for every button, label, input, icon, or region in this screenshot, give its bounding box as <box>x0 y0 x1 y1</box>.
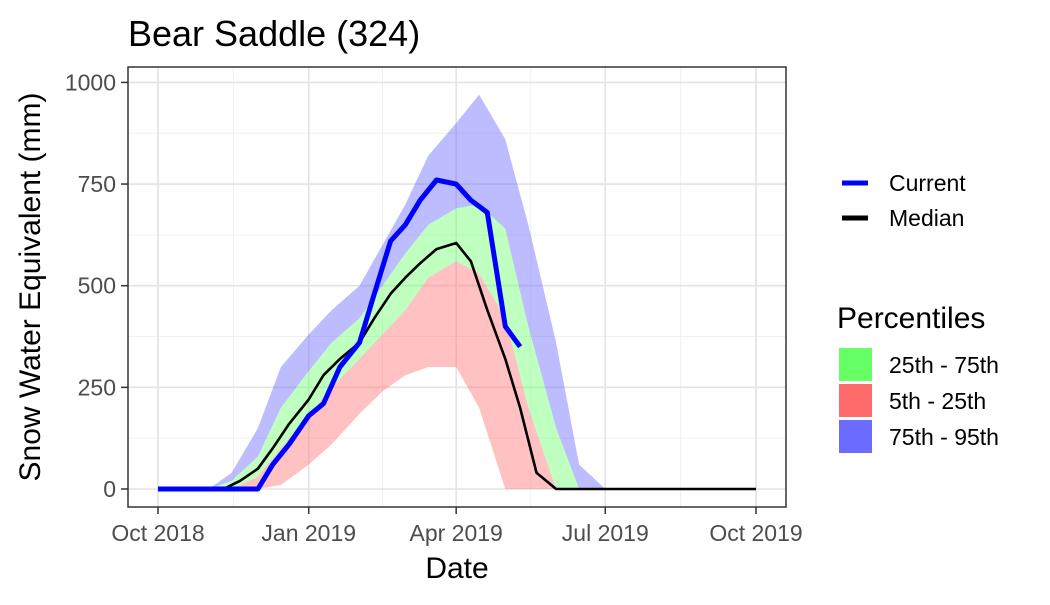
band-25th-75th <box>158 204 606 489</box>
legend-title-percentiles: Percentiles <box>837 302 985 335</box>
legend: Current Median Percentiles 25th - 75th 5th -… <box>837 170 999 453</box>
series-lines <box>158 177 756 492</box>
plot-border <box>127 66 787 508</box>
y-tick-label: 500 <box>78 273 116 299</box>
band-75th-95th <box>158 94 606 489</box>
y-tick-label: 250 <box>78 374 116 400</box>
legend-swatch-band <box>839 348 872 381</box>
percentile-bands <box>158 94 606 489</box>
series-line-median <box>158 241 756 491</box>
grid-lines <box>128 67 786 507</box>
band-5th-25th <box>158 261 606 489</box>
legend-label-band: 5th - 25th <box>889 388 986 414</box>
y-axis-label: Snow Water Equivalent (mm) <box>14 92 47 481</box>
x-tick-label: Oct 2018 <box>111 520 204 546</box>
plot-panel <box>128 67 786 507</box>
x-tick-label: Jul 2019 <box>562 520 649 546</box>
x-tick-label: Apr 2019 <box>410 520 503 546</box>
legend-label-band: 75th - 95th <box>889 424 999 450</box>
y-tick-label: 0 <box>103 476 116 502</box>
y-tick-label: 1000 <box>65 69 116 95</box>
x-tick-label: Jan 2019 <box>261 520 356 546</box>
x-tick-label: Oct 2019 <box>709 520 802 546</box>
series-line-current <box>158 177 523 492</box>
legend-swatch-band <box>839 384 872 417</box>
y-tick-label: 750 <box>78 171 116 197</box>
x-axis-label: Date <box>425 552 488 585</box>
legend-label-band: 25th - 75th <box>889 352 999 378</box>
legend-label-current: Current <box>889 170 966 196</box>
axes: Oct 2018 Jan 2019 Apr 2019 Jul 2019 Oct 2019… <box>65 69 803 546</box>
legend-swatch-band <box>839 420 872 453</box>
chart-title: Bear Saddle (324) <box>128 13 420 54</box>
legend-label-median: Median <box>889 205 964 231</box>
